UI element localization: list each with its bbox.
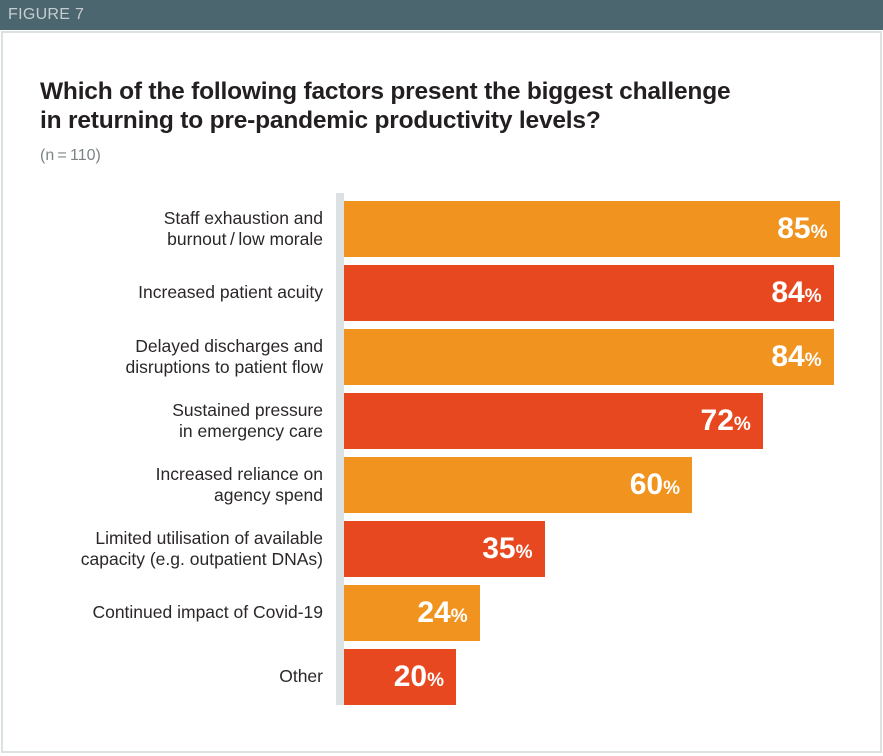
category-label: Increased patient acuity	[138, 282, 323, 303]
category-label: Limited utilisation of available capacit…	[80, 528, 323, 569]
chart-row: Sustained pressure in emergency care 72%	[3, 392, 880, 449]
bar: 72%	[338, 392, 763, 449]
value-label: 84%	[771, 275, 822, 309]
chart-row: Staff exhaustion and burnout / low moral…	[3, 200, 880, 257]
figure-panel: Which of the following factors present t…	[1, 31, 882, 753]
value-label: 20%	[393, 659, 444, 693]
bar: 84%	[338, 264, 834, 321]
bar-chart: Staff exhaustion and burnout / low moral…	[3, 192, 880, 705]
chart-row: Increased reliance on agency spend 60%	[3, 456, 880, 513]
category-label: Delayed discharges and disruptions to pa…	[125, 336, 323, 377]
category-label: Staff exhaustion and burnout / low moral…	[163, 208, 323, 249]
sample-size: (n = 110)	[40, 146, 101, 164]
bar: 60%	[338, 456, 692, 513]
figure-header: FIGURE 7	[0, 0, 883, 30]
bar: 24%	[338, 584, 480, 641]
category-label: Continued impact of Covid-19	[92, 602, 323, 623]
bar: 84%	[338, 328, 834, 385]
value-label: 24%	[417, 595, 468, 629]
page-title: Which of the following factors present t…	[40, 78, 731, 135]
value-label: 72%	[700, 403, 751, 437]
chart-row: Continued impact of Covid-19 24%	[3, 584, 880, 641]
category-label: Increased reliance on agency spend	[155, 464, 323, 505]
value-label: 35%	[482, 531, 533, 565]
axis-line	[336, 192, 344, 705]
bar: 20%	[338, 648, 456, 705]
bar: 35%	[338, 520, 545, 577]
value-label: 84%	[771, 339, 822, 373]
chart-row: Other 20%	[3, 648, 880, 705]
category-label: Sustained pressure in emergency care	[172, 400, 323, 441]
figure-label: FIGURE 7	[8, 6, 85, 23]
value-label: 60%	[629, 467, 680, 501]
category-label: Other	[279, 666, 323, 687]
bar: 85%	[338, 200, 840, 257]
chart-row: Limited utilisation of available capacit…	[3, 520, 880, 577]
chart-row: Increased patient acuity 84%	[3, 264, 880, 321]
value-label: 85%	[777, 211, 828, 245]
chart-row: Delayed discharges and disruptions to pa…	[3, 328, 880, 385]
